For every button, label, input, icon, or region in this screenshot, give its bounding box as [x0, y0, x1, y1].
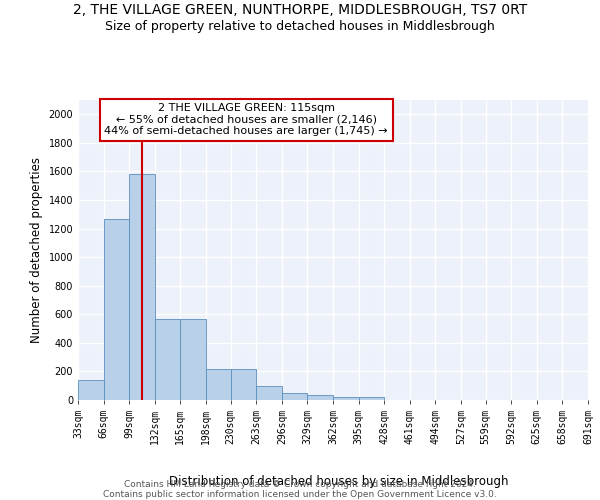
Bar: [230, 370, 256, 400]
Bar: [359, 397, 384, 400]
Bar: [307, 395, 333, 400]
Bar: [206, 368, 230, 400]
Bar: [155, 320, 181, 400]
Text: Contains HM Land Registry data © Crown copyright and database right 2024.
Contai: Contains HM Land Registry data © Crown c…: [103, 480, 497, 499]
Text: 2, THE VILLAGE GREEN, NUNTHORPE, MIDDLESBROUGH, TS7 0RT: 2, THE VILLAGE GREEN, NUNTHORPE, MIDDLES…: [73, 2, 527, 16]
Bar: [104, 218, 129, 400]
Bar: [181, 320, 206, 400]
Text: 2 THE VILLAGE GREEN: 115sqm
← 55% of detached houses are smaller (2,146)
44% of : 2 THE VILLAGE GREEN: 115sqm ← 55% of det…: [104, 103, 388, 136]
Bar: [129, 174, 155, 400]
Text: Distribution of detached houses by size in Middlesbrough: Distribution of detached houses by size …: [169, 474, 509, 488]
Text: Size of property relative to detached houses in Middlesbrough: Size of property relative to detached ho…: [105, 20, 495, 33]
Bar: [333, 397, 359, 400]
Y-axis label: Number of detached properties: Number of detached properties: [30, 157, 43, 343]
Bar: [256, 386, 282, 400]
Bar: [282, 393, 307, 400]
Bar: [78, 380, 104, 400]
